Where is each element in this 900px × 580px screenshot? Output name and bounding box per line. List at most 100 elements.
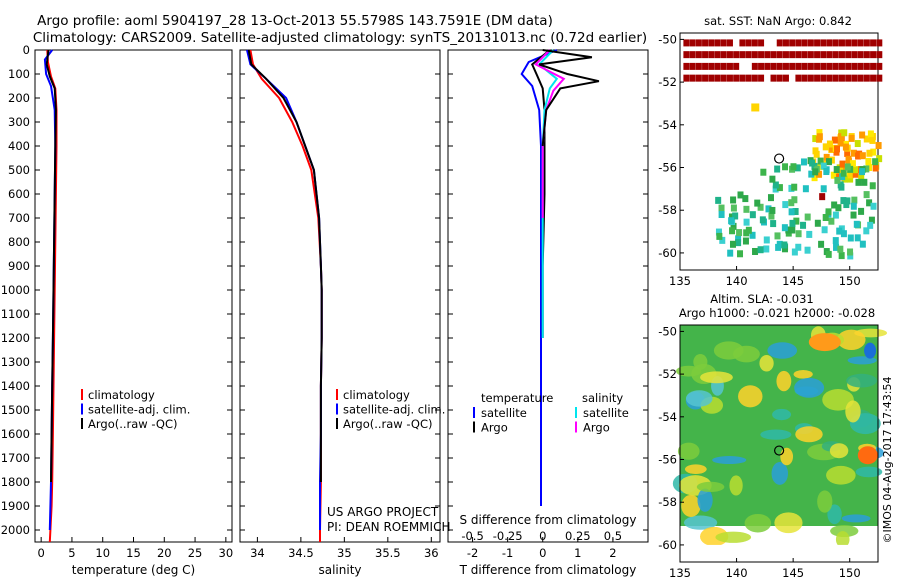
sst-cell xyxy=(812,168,819,176)
sst-cell xyxy=(826,74,833,82)
sst-cell xyxy=(789,219,796,227)
sst-cell xyxy=(708,62,715,70)
sst-cell xyxy=(869,182,876,190)
sst-cell xyxy=(795,39,802,47)
sst-cell xyxy=(782,39,789,47)
sla-blob xyxy=(772,408,792,421)
sst-cell xyxy=(730,204,737,212)
sst-cell xyxy=(758,39,765,47)
sst-cell xyxy=(807,51,814,59)
legend-title: salinity xyxy=(582,391,623,405)
sst-cell xyxy=(837,245,844,253)
legend-label: satellite-adj. clim. xyxy=(343,403,445,417)
sst-cell xyxy=(868,216,875,224)
sst-cell xyxy=(689,39,696,47)
sla-blob xyxy=(767,342,798,359)
sst-cell xyxy=(819,193,826,201)
sst-cell xyxy=(853,220,860,228)
sst-cell xyxy=(743,229,750,237)
sst-cell xyxy=(749,211,756,219)
sst-cell xyxy=(807,74,814,82)
sst-cell xyxy=(800,221,807,229)
y-tick-label: -58 xyxy=(658,203,677,217)
sst-cell xyxy=(795,62,802,70)
sla-blob xyxy=(808,333,841,352)
sst-cell xyxy=(831,201,838,209)
sst-cell xyxy=(870,74,877,82)
sst-cell xyxy=(730,222,737,230)
sst-cell xyxy=(782,62,789,70)
sst-cell xyxy=(844,197,851,205)
sst-cell xyxy=(813,150,820,158)
sla-blob xyxy=(697,488,713,512)
sst-cell xyxy=(702,39,709,47)
sst-cell xyxy=(758,74,765,82)
sst-cell xyxy=(735,239,742,247)
sst-cell xyxy=(876,62,883,70)
legend-label: climatology xyxy=(88,388,155,402)
sst-cell xyxy=(770,51,777,59)
sla-blob xyxy=(712,456,747,465)
sst-cell xyxy=(832,237,839,245)
y-tick-label: 500 xyxy=(8,163,30,177)
sst-cell xyxy=(767,194,774,202)
sst-cell xyxy=(795,51,802,59)
x-tick-label: 2 xyxy=(609,546,616,560)
sst-cell xyxy=(855,178,862,186)
sst-cell xyxy=(872,158,879,166)
sst-cell xyxy=(792,208,799,216)
x-tick-label: 5 xyxy=(68,546,75,560)
x-tick-label: 150 xyxy=(839,274,861,288)
sst-cell xyxy=(770,220,777,228)
sst-cell xyxy=(840,230,847,238)
sla-map-title: Altim. SLA: -0.031 xyxy=(710,292,814,306)
sla-blob xyxy=(793,369,813,379)
sst-cell xyxy=(838,133,845,141)
sst-cell xyxy=(838,39,845,47)
sst-cell xyxy=(814,62,821,70)
sst-cell xyxy=(870,39,877,47)
x-tick-label: 35.5 xyxy=(375,546,401,560)
x-tick-label: 25 xyxy=(188,546,203,560)
sst-cell xyxy=(863,62,870,70)
sst-cell xyxy=(743,205,750,213)
sst-cell xyxy=(820,39,827,47)
sst-cell xyxy=(807,62,814,70)
sst-cell xyxy=(791,248,798,256)
sst-cell xyxy=(689,74,696,82)
sst-cell xyxy=(839,160,846,168)
sst-cell xyxy=(851,62,858,70)
sla-blob xyxy=(822,389,854,411)
sst-cell xyxy=(745,51,752,59)
sla-blob xyxy=(780,447,794,466)
sst-cell xyxy=(802,185,809,193)
sst-cell xyxy=(861,178,868,186)
sst-cell xyxy=(833,145,840,153)
x2-tick-label: -0.25 xyxy=(493,529,523,543)
sst-cell xyxy=(849,160,856,168)
sst-cell xyxy=(733,62,740,70)
x2-tick-label: 0.5 xyxy=(604,529,622,543)
sst-cell xyxy=(851,74,858,82)
sst-cell xyxy=(866,199,873,207)
sla-map-nodata xyxy=(680,544,878,562)
sla-blob xyxy=(771,462,789,485)
y-tick-label: -60 xyxy=(658,538,677,552)
sst-cell xyxy=(757,203,764,211)
sst-cell xyxy=(818,240,825,248)
sst-cell xyxy=(795,230,802,238)
sst-cell xyxy=(872,164,879,172)
sst-cell xyxy=(729,240,736,248)
sst-cell xyxy=(843,201,850,209)
sst-cell xyxy=(726,39,733,47)
sst-cell xyxy=(789,226,796,234)
sst-cell xyxy=(820,51,827,59)
sst-cell xyxy=(782,201,789,209)
sla-blob xyxy=(729,475,743,496)
sst-cell xyxy=(782,163,789,171)
sla-blob xyxy=(715,531,752,543)
sst-cell xyxy=(857,74,864,82)
y-tick-label: 1900 xyxy=(1,499,30,513)
